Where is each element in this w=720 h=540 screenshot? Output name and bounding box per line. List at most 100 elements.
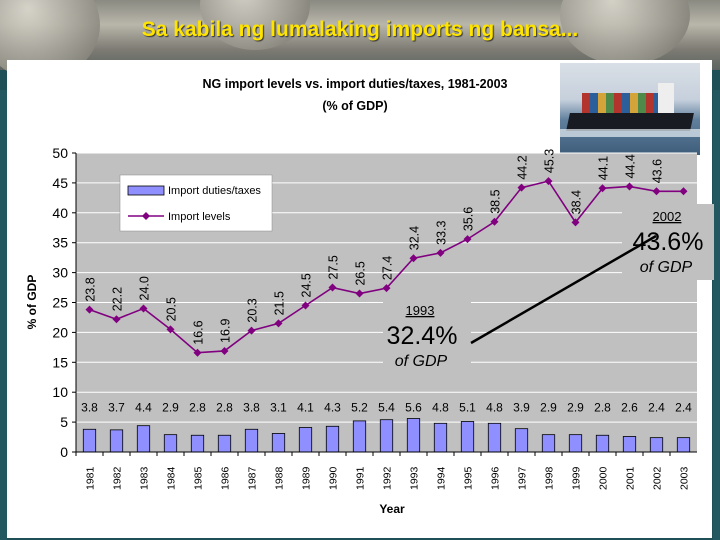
bar-data-label: 4.3: [324, 400, 341, 414]
bar-data-label: 4.8: [432, 400, 449, 414]
line-point: [85, 305, 94, 314]
chart-title: NG import levels vs. import duties/taxes…: [203, 77, 508, 91]
callout-2002-box: [622, 204, 714, 280]
line-point: [193, 348, 202, 357]
x-tick-label: 1993: [409, 466, 421, 490]
bar-data-label: 5.4: [378, 400, 395, 414]
legend-bar-swatch: [127, 185, 165, 196]
line-point: [220, 346, 229, 355]
bar-data-label: 2.4: [675, 400, 692, 414]
line-point: [571, 218, 580, 227]
x-tick-label: 1991: [355, 466, 367, 490]
x-tick-label: 2000: [598, 466, 610, 490]
line-data-label: 24.0: [138, 276, 152, 300]
left-border-strip: [0, 90, 7, 540]
y-tick-label: 0: [60, 444, 68, 460]
line-data-label: 16.9: [219, 319, 233, 343]
bar-data-label: 4.4: [135, 400, 152, 414]
bar-data-label: 2.6: [621, 400, 638, 414]
bar: [676, 437, 691, 453]
x-axis-title: Year: [379, 502, 405, 516]
line-point: [274, 319, 283, 328]
line-data-label: 24.5: [300, 273, 314, 297]
line-data-label: 16.6: [192, 320, 206, 344]
line-point: [247, 326, 256, 335]
line-point: [409, 254, 418, 263]
bar-data-label: 2.9: [540, 400, 557, 414]
line-data-label: 33.3: [435, 220, 449, 244]
y-tick-label: 45: [52, 175, 68, 191]
y-tick-label: 50: [52, 145, 68, 161]
callout-2002-unit: of GDP: [640, 259, 693, 276]
bar: [136, 425, 151, 453]
line-data-label: 27.5: [327, 255, 341, 279]
y-tick-label: 15: [52, 354, 68, 370]
bar: [217, 434, 232, 453]
line-data-label: 35.6: [462, 207, 476, 231]
callout-1993-unit: of GDP: [395, 353, 448, 370]
line-point: [382, 284, 391, 293]
bar-data-label: 3.7: [108, 400, 125, 414]
bar: [595, 434, 610, 453]
bar-data-label: 3.9: [513, 400, 530, 414]
bar: [325, 425, 340, 453]
x-tick-label: 1983: [139, 466, 151, 490]
bar: [514, 428, 529, 453]
bar: [271, 433, 286, 453]
bar-data-label: 4.8: [486, 400, 503, 414]
line-point: [301, 301, 310, 310]
y-tick-label: 35: [52, 235, 68, 251]
line-data-label: 44.2: [516, 155, 530, 179]
line-data-label: 23.8: [84, 277, 98, 301]
bar-data-label: 2.9: [567, 400, 584, 414]
callout-1993-year: 1993: [406, 303, 435, 318]
line-point: [598, 184, 607, 193]
bar: [244, 428, 259, 453]
x-tick-label: 2001: [625, 466, 637, 490]
line-point: [112, 315, 121, 324]
line-data-label: 26.5: [354, 261, 368, 285]
line-point: [436, 248, 445, 257]
bar: [298, 427, 313, 453]
bar-data-label: 2.4: [648, 400, 665, 414]
slide-title: Sa kabila ng lumalaking imports ng bansa…: [141, 18, 579, 41]
line-data-label: 20.3: [246, 298, 260, 322]
line-data-label: 27.4: [381, 256, 395, 280]
callout-1993: 1993 32.4% of GDP: [383, 298, 471, 376]
y-tick-label: 30: [52, 265, 68, 281]
bar-data-label: 4.1: [297, 400, 314, 414]
bar: [109, 429, 124, 453]
x-tick-label: 1998: [544, 466, 556, 490]
bar-data-label: 2.8: [189, 400, 206, 414]
legend-entry-imports: Import levels: [168, 211, 231, 223]
x-tick-label: 1988: [274, 466, 286, 490]
line-point: [625, 182, 634, 191]
x-tick-label: 1999: [571, 466, 583, 490]
line-data-label: 45.3: [543, 149, 557, 173]
line-point: [463, 235, 472, 244]
bar-data-label: 2.9: [162, 400, 179, 414]
x-tick-label: 1985: [193, 466, 205, 490]
line-data-label: 32.4: [408, 226, 422, 250]
bar: [163, 434, 178, 453]
bar-data-label: 3.1: [270, 400, 287, 414]
bar: [568, 434, 583, 453]
x-tick-label: 2002: [652, 466, 664, 490]
x-tick-label: 1981: [85, 466, 97, 490]
bar-data-label: 5.6: [405, 400, 422, 414]
line-data-label: 20.5: [165, 297, 179, 321]
line-point: [139, 304, 148, 313]
bar-data-label: 5.1: [459, 400, 476, 414]
bar: [352, 420, 367, 453]
x-tick-label: 1995: [463, 466, 475, 490]
bar: [622, 436, 637, 453]
line-point: [166, 325, 175, 334]
right-border-strip: [713, 90, 720, 540]
y-tick-label: 40: [52, 205, 68, 221]
x-tick-label: 1990: [328, 466, 340, 490]
bar: [406, 418, 421, 453]
legend: Import duties/taxes Import levels: [119, 174, 273, 232]
bar: [649, 437, 664, 453]
line-data-label: 22.2: [111, 287, 125, 311]
